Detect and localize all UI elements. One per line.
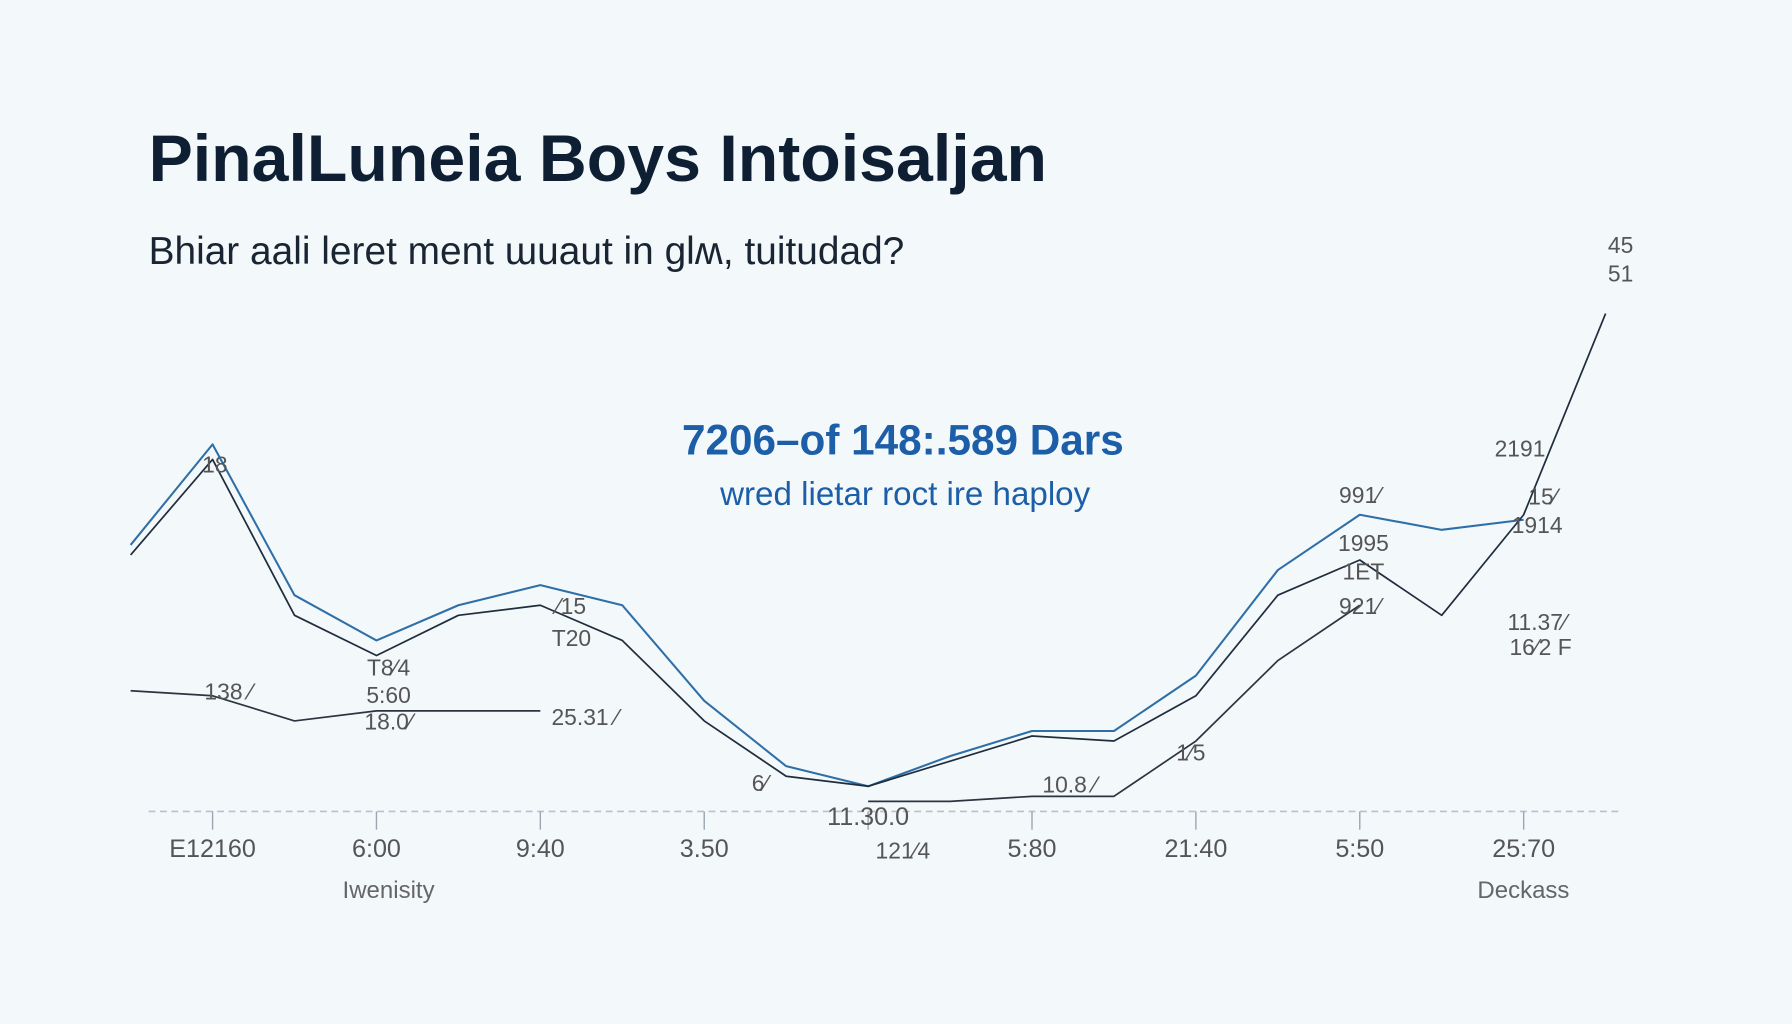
data-annotation: 25.31 ⁄ bbox=[551, 704, 622, 730]
x-tick-label: 9:40 bbox=[516, 835, 565, 863]
chart-title: PinalLuneia Boys Intoisaljan bbox=[149, 122, 1047, 196]
x-tick-label: 11.30.0 bbox=[827, 803, 909, 831]
x-tick-label: 25:70 bbox=[1492, 835, 1555, 863]
data-annotation: 1914 bbox=[1512, 512, 1563, 538]
x-tick-label: E12160 bbox=[169, 835, 256, 863]
data-annotation: 1995 bbox=[1338, 530, 1389, 556]
data-annotation: T8⁄4 bbox=[367, 655, 410, 681]
data-annotation: 45 bbox=[1608, 232, 1633, 258]
data-annotation: 10.8 ⁄ bbox=[1042, 771, 1100, 797]
data-annotation: 11.37⁄ bbox=[1507, 609, 1569, 635]
chart-subtitle: Bhiar aali leret ment ɯuaut in glʍ, tuit… bbox=[149, 230, 905, 273]
data-annotation: 16⁄2 F bbox=[1509, 634, 1571, 660]
data-annotation: T20 bbox=[552, 625, 591, 651]
x-tick-label: 5:50 bbox=[1335, 835, 1384, 863]
data-annotation: 121⁄4 bbox=[876, 838, 931, 864]
series-line bbox=[129, 313, 1607, 788]
data-annotation: ⁄15 bbox=[552, 593, 586, 619]
x-axis-title: Deckass bbox=[1477, 877, 1569, 904]
data-annotation: 51 bbox=[1608, 260, 1633, 286]
series-line bbox=[130, 604, 1361, 803]
x-tick-label: 21:40 bbox=[1164, 835, 1227, 863]
series-line bbox=[129, 443, 1524, 788]
data-annotation: 18.0⁄ bbox=[364, 708, 415, 734]
x-tick-label: 6:00 bbox=[352, 835, 401, 863]
subheadline: wred lietar roct ire haploy bbox=[719, 476, 1090, 513]
x-tick-label: 5:80 bbox=[1008, 835, 1057, 863]
data-annotation: 138 ⁄ bbox=[204, 679, 255, 705]
data-annotation: 18 bbox=[202, 451, 227, 477]
data-annotation: 5:60 bbox=[366, 682, 410, 708]
x-axis-title: Iwenisity bbox=[343, 877, 435, 904]
data-annotation: 6⁄ bbox=[752, 770, 772, 796]
data-annotation: 991⁄ bbox=[1339, 482, 1384, 508]
data-annotation: 921⁄ bbox=[1339, 593, 1384, 619]
data-annotation: 15⁄ bbox=[1528, 483, 1560, 509]
data-annotation: 1ET bbox=[1342, 559, 1384, 585]
headline: 7206–of 148:.589 Dars bbox=[682, 417, 1124, 464]
x-tick-label: 3.50 bbox=[680, 835, 729, 863]
data-annotation: 1⁄5 bbox=[1176, 739, 1205, 765]
data-annotation: 2191 bbox=[1495, 435, 1546, 461]
